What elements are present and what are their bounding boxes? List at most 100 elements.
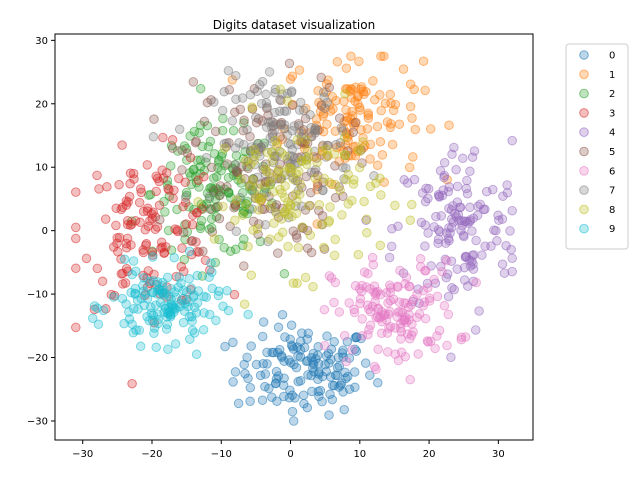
data-point [230,367,241,377]
data-point [353,249,364,260]
data-point [292,278,302,289]
data-point [71,322,81,333]
data-point [330,161,340,171]
data-point [198,325,209,335]
data-point [243,241,253,252]
data-point [271,208,282,219]
data-point [375,173,385,183]
data-point [462,175,472,186]
data-point [430,278,441,288]
data-point [285,201,296,211]
data-point [205,309,215,320]
data-point [187,235,198,246]
data-point [370,296,380,307]
data-point [233,398,244,409]
data-point [125,220,136,230]
data-point [349,367,360,377]
data-point [126,287,136,298]
data-point [441,256,452,266]
data-point [133,304,143,314]
data-point [195,155,206,165]
data-point [178,227,189,238]
data-points [71,51,517,426]
data-point [372,121,383,132]
data-point [446,352,456,363]
data-point [173,282,183,292]
data-point [125,168,136,178]
data-point [251,112,261,123]
data-point [184,311,195,322]
data-point [451,164,461,175]
data-point [420,266,431,276]
data-point [214,213,225,224]
y-tick-label: 30 [35,36,48,47]
data-point [177,145,187,155]
data-point [230,160,241,170]
legend-marker [579,146,589,157]
data-point [228,125,239,136]
data-point [247,102,257,112]
x-tick-label: −10 [211,449,232,460]
data-point [275,184,285,195]
data-point [310,125,320,136]
data-point [359,196,369,207]
chart-title: Digits dataset visualization [213,18,375,32]
data-point [150,224,161,235]
data-point [325,389,335,400]
data-point [329,149,340,159]
data-point [353,90,364,101]
data-point [260,369,271,379]
data-point [314,199,325,210]
data-point [223,172,234,183]
data-point [225,246,236,256]
data-point [195,223,206,234]
data-point [316,219,327,230]
data-point [303,370,313,380]
data-point [405,101,416,112]
data-point [200,255,211,266]
data-point [128,256,139,266]
data-point [439,301,450,311]
legend-marker [579,185,589,195]
data-point [322,119,332,129]
data-point [191,349,202,360]
data-point [262,359,272,369]
data-point [191,136,201,147]
series-9 [87,246,253,360]
data-point [204,272,214,282]
data-point [318,87,329,97]
data-point [405,215,416,226]
data-point [164,291,174,301]
data-point [267,155,278,166]
data-point [377,150,388,160]
data-point [354,56,364,67]
data-point [474,306,484,316]
data-point [439,157,450,168]
data-point [240,368,250,379]
data-point [257,395,268,405]
data-point [365,370,375,380]
data-point [296,155,307,166]
data-point [273,322,284,333]
data-point [435,226,445,237]
legend-label: 5 [609,147,615,158]
data-point [405,374,415,385]
data-point [291,169,302,179]
data-point [219,143,230,154]
data-point [363,268,373,279]
series-8 [193,84,417,309]
data-point [199,116,210,127]
data-point [89,301,100,311]
data-point [170,339,181,349]
data-point [213,290,224,301]
data-point [117,293,128,304]
data-point [347,195,357,206]
data-point [292,233,302,243]
data-point [122,233,133,244]
data-point [325,202,335,212]
data-point [456,332,467,342]
data-point [339,330,350,341]
data-point [360,358,371,368]
data-point [114,232,125,243]
